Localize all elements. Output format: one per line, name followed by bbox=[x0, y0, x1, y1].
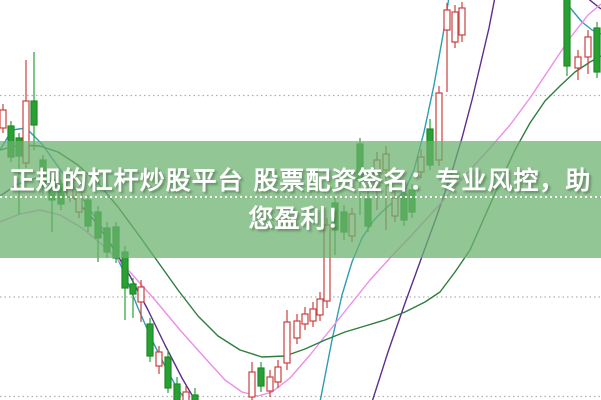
promo-banner-line1: 正规的杠杆炒股平台 股票配资签名：专业风控，助 bbox=[9, 165, 592, 195]
promo-banner-line2: 您盈利！ bbox=[248, 203, 353, 233]
promo-banner-text: 正规的杠杆炒股平台 股票配资签名：专业风控，助 您盈利！ bbox=[0, 141, 601, 258]
promo-banner-overlay bbox=[0, 141, 601, 258]
gridline-through-banner bbox=[0, 196, 601, 198]
